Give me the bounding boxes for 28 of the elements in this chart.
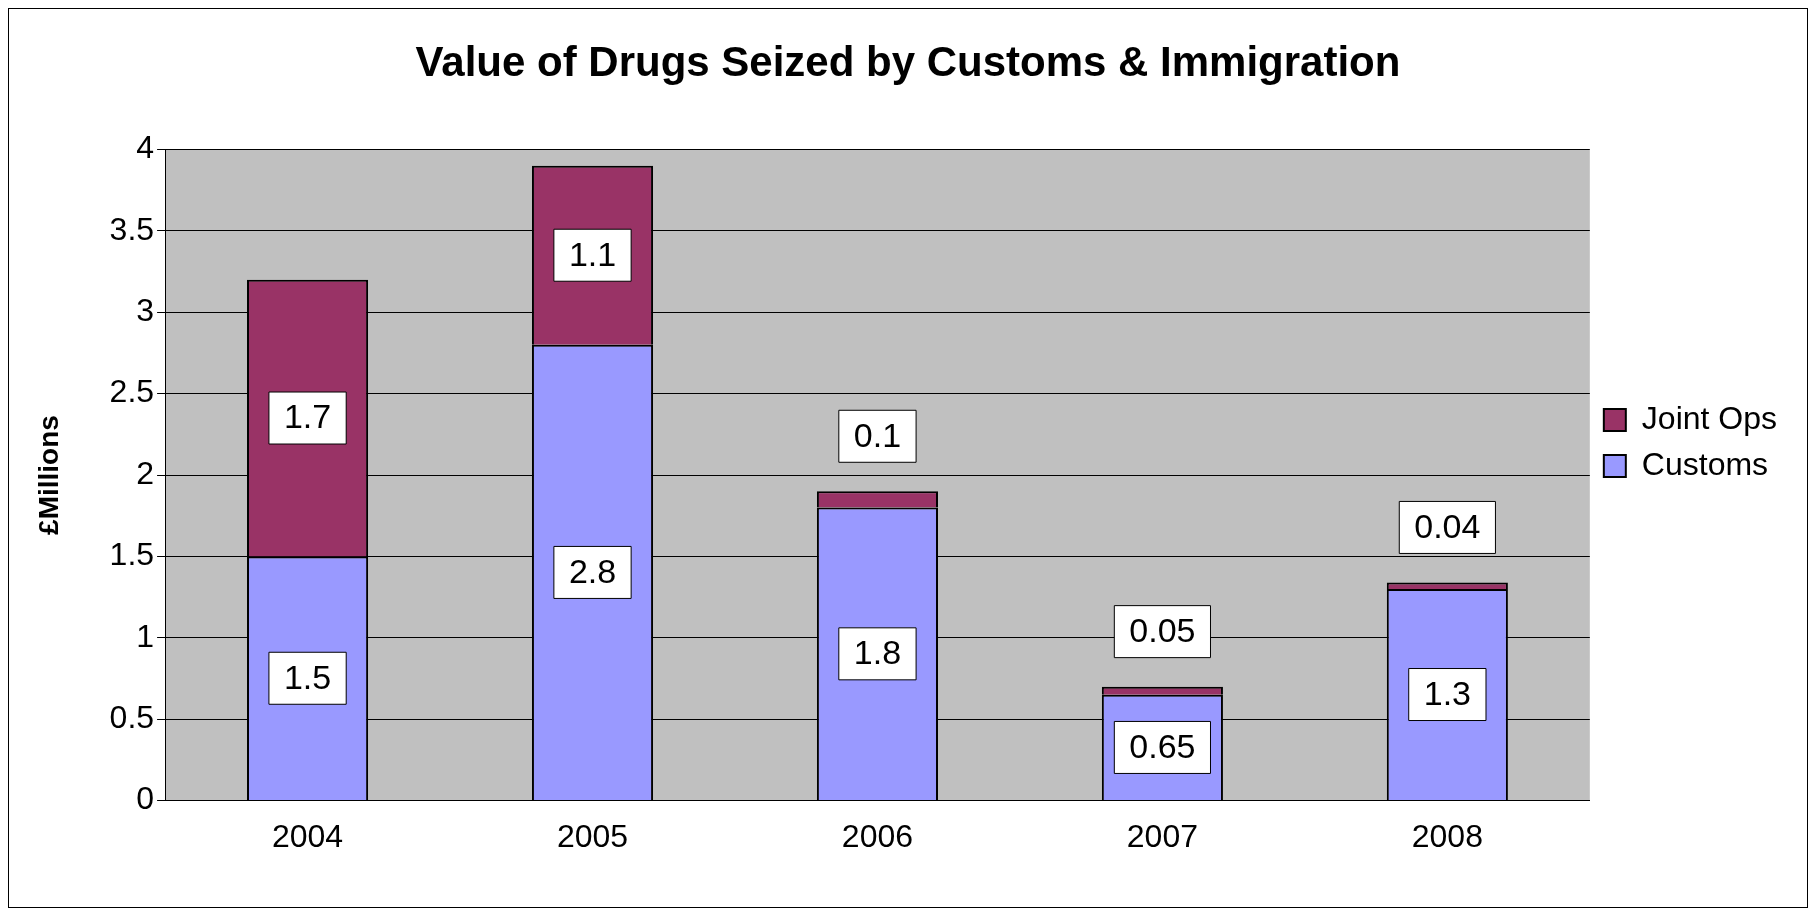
y-tick-label: 0.5 bbox=[109, 699, 155, 736]
y-tick-label: 2 bbox=[136, 454, 155, 491]
data-label: 0.05 bbox=[1129, 611, 1196, 650]
data-label: 0.1 bbox=[853, 415, 902, 454]
y-tick-label: 3.5 bbox=[109, 210, 155, 247]
y-tick-label: 2.5 bbox=[109, 373, 155, 410]
data-label: 0.04 bbox=[1414, 506, 1481, 545]
legend-label: Joint Ops bbox=[1641, 399, 1777, 436]
legend-label: Customs bbox=[1641, 445, 1769, 482]
y-tick-label: 1.5 bbox=[109, 536, 155, 573]
x-tick-label: 2004 bbox=[271, 817, 344, 854]
x-tick-label: 2005 bbox=[556, 817, 629, 854]
chart-title: Value of Drugs Seized by Customs & Immigration bbox=[415, 37, 1401, 85]
x-tick-label: 2007 bbox=[1126, 817, 1198, 854]
y-tick-label: 4 bbox=[136, 129, 155, 166]
x-tick-label: 2008 bbox=[1411, 817, 1483, 854]
data-label: 1.1 bbox=[568, 234, 617, 273]
y-tick-label: 1 bbox=[136, 617, 155, 654]
data-label: 2.8 bbox=[568, 551, 617, 590]
data-label: 1.5 bbox=[283, 657, 332, 696]
y-tick-label: 3 bbox=[136, 292, 155, 329]
y-axis-title: £Millions bbox=[32, 415, 64, 535]
data-label: 0.65 bbox=[1129, 726, 1196, 765]
x-tick-label: 2006 bbox=[841, 817, 914, 854]
data-label: 1.3 bbox=[1423, 673, 1471, 712]
y-tick-label: 0 bbox=[136, 780, 155, 817]
data-label: 1.8 bbox=[853, 633, 902, 672]
data-label: 1.7 bbox=[283, 397, 332, 436]
